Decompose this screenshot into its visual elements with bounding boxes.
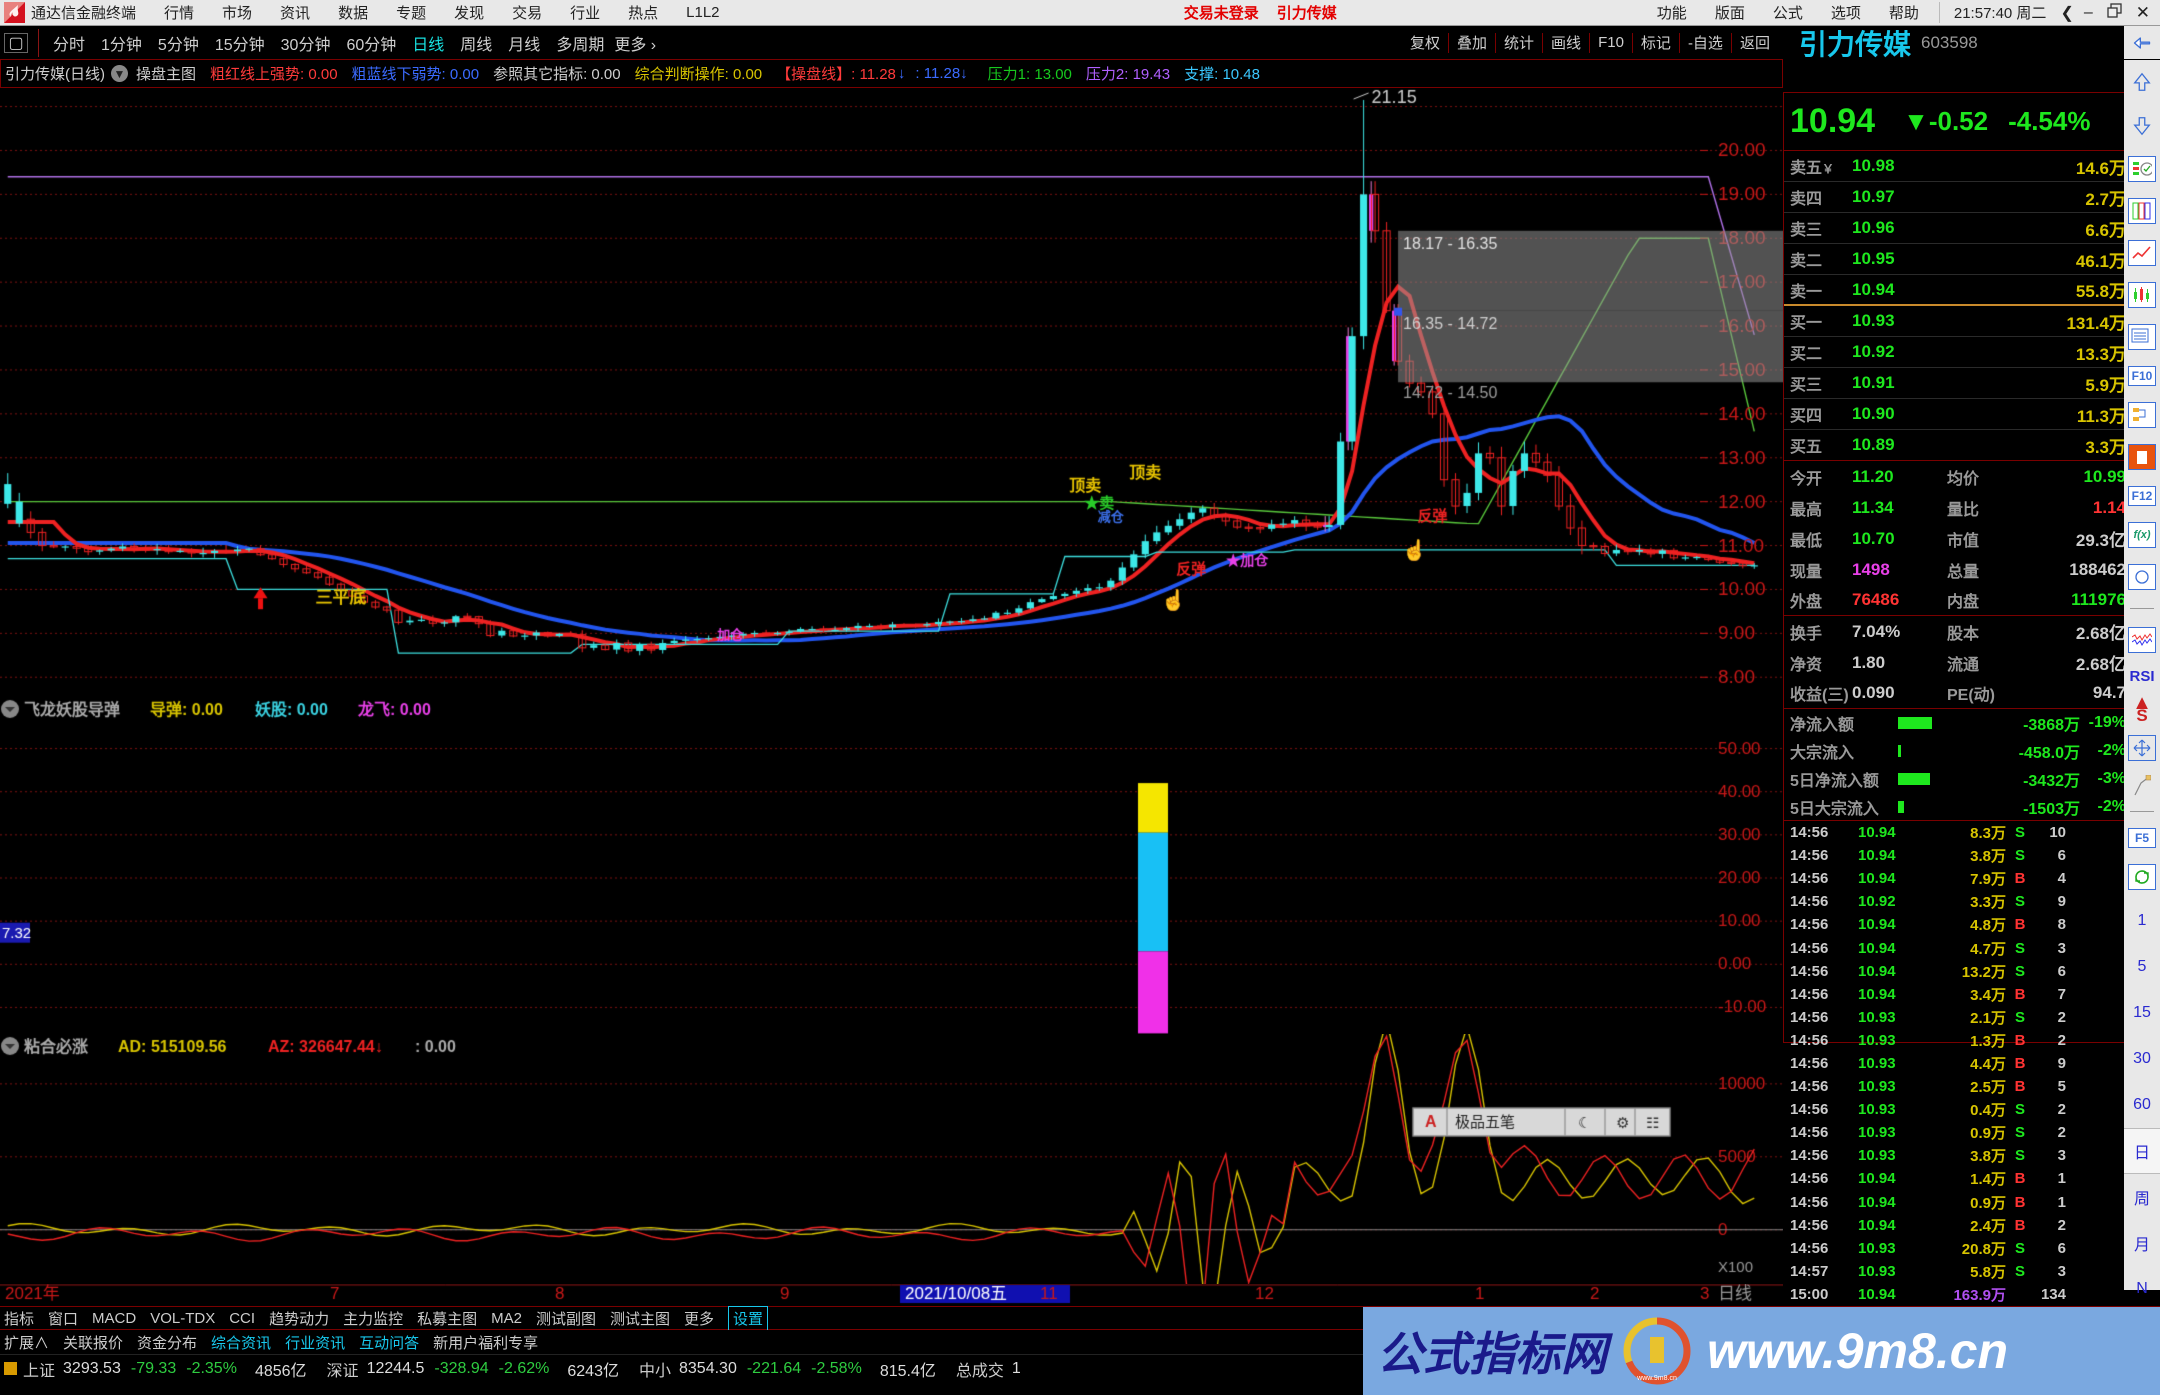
svg-text:www.9m8.cn: www.9m8.cn [1636,1375,1677,1382]
